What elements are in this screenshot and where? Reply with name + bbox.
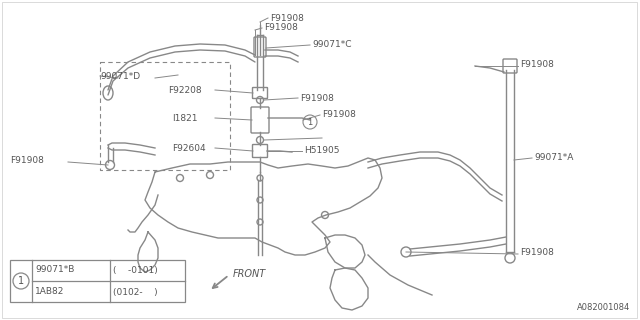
Text: (    -0101): ( -0101)	[113, 266, 157, 275]
Text: 99071*D: 99071*D	[100, 71, 140, 81]
Text: A082001084: A082001084	[577, 303, 630, 312]
Text: F91908: F91908	[300, 93, 334, 102]
Text: (0102-    ): (0102- )	[113, 287, 157, 297]
Text: 1: 1	[307, 117, 312, 126]
Text: 99071*A: 99071*A	[534, 153, 573, 162]
Text: F91908: F91908	[264, 22, 298, 31]
Bar	[10, 260, 185, 302]
Text: F91908: F91908	[322, 109, 356, 118]
Text: F91908: F91908	[520, 247, 554, 257]
FancyBboxPatch shape	[2, 2, 637, 318]
Text: F91908: F91908	[270, 13, 304, 22]
Text: FRONT: FRONT	[233, 269, 266, 279]
Text: 99071*B: 99071*B	[35, 266, 74, 275]
Text: F91908: F91908	[520, 60, 554, 68]
Text: F91908: F91908	[10, 156, 44, 164]
Text: F92604: F92604	[172, 143, 205, 153]
Text: 1AB82: 1AB82	[35, 287, 65, 297]
Text: H51905: H51905	[304, 146, 339, 155]
Text: 1: 1	[18, 276, 24, 286]
Text: F92208: F92208	[168, 85, 202, 94]
Text: 99071*C: 99071*C	[312, 39, 351, 49]
Text: I1821: I1821	[172, 114, 198, 123]
